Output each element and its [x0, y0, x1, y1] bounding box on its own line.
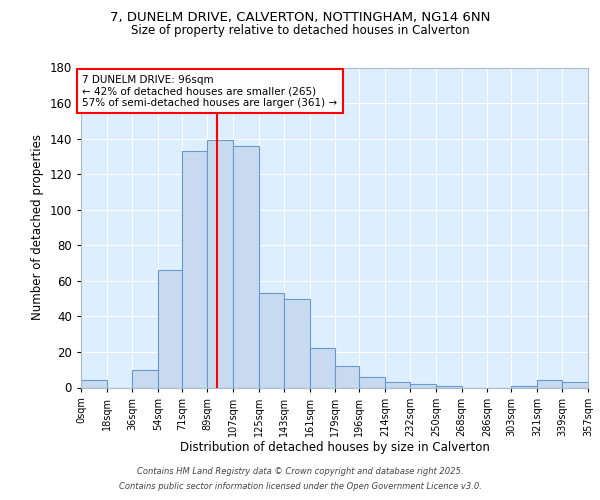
- Text: Contains public sector information licensed under the Open Government Licence v3: Contains public sector information licen…: [119, 482, 481, 491]
- Bar: [259, 294, 284, 388]
- Text: 7 DUNELM DRIVE: 96sqm
← 42% of detached houses are smaller (265)
57% of semi-det: 7 DUNELM DRIVE: 96sqm ← 42% of detached …: [82, 74, 338, 108]
- Bar: [284, 298, 310, 388]
- Bar: [182, 151, 208, 388]
- Y-axis label: Number of detached properties: Number of detached properties: [31, 134, 44, 320]
- Bar: [233, 146, 259, 388]
- Text: Contains HM Land Registry data © Crown copyright and database right 2025.: Contains HM Land Registry data © Crown c…: [137, 467, 463, 476]
- Bar: [410, 384, 436, 388]
- Bar: [359, 377, 385, 388]
- Bar: [81, 380, 107, 388]
- Text: 7, DUNELM DRIVE, CALVERTON, NOTTINGHAM, NG14 6NN: 7, DUNELM DRIVE, CALVERTON, NOTTINGHAM, …: [110, 11, 490, 24]
- Bar: [335, 366, 359, 388]
- Bar: [310, 348, 335, 388]
- Bar: [511, 386, 537, 388]
- Bar: [208, 140, 233, 388]
- Bar: [436, 386, 461, 388]
- Text: Size of property relative to detached houses in Calverton: Size of property relative to detached ho…: [131, 24, 469, 37]
- X-axis label: Distribution of detached houses by size in Calverton: Distribution of detached houses by size …: [179, 442, 490, 454]
- Bar: [158, 270, 182, 388]
- Bar: [562, 382, 588, 388]
- Bar: [132, 370, 158, 388]
- Bar: [537, 380, 562, 388]
- Bar: [385, 382, 410, 388]
